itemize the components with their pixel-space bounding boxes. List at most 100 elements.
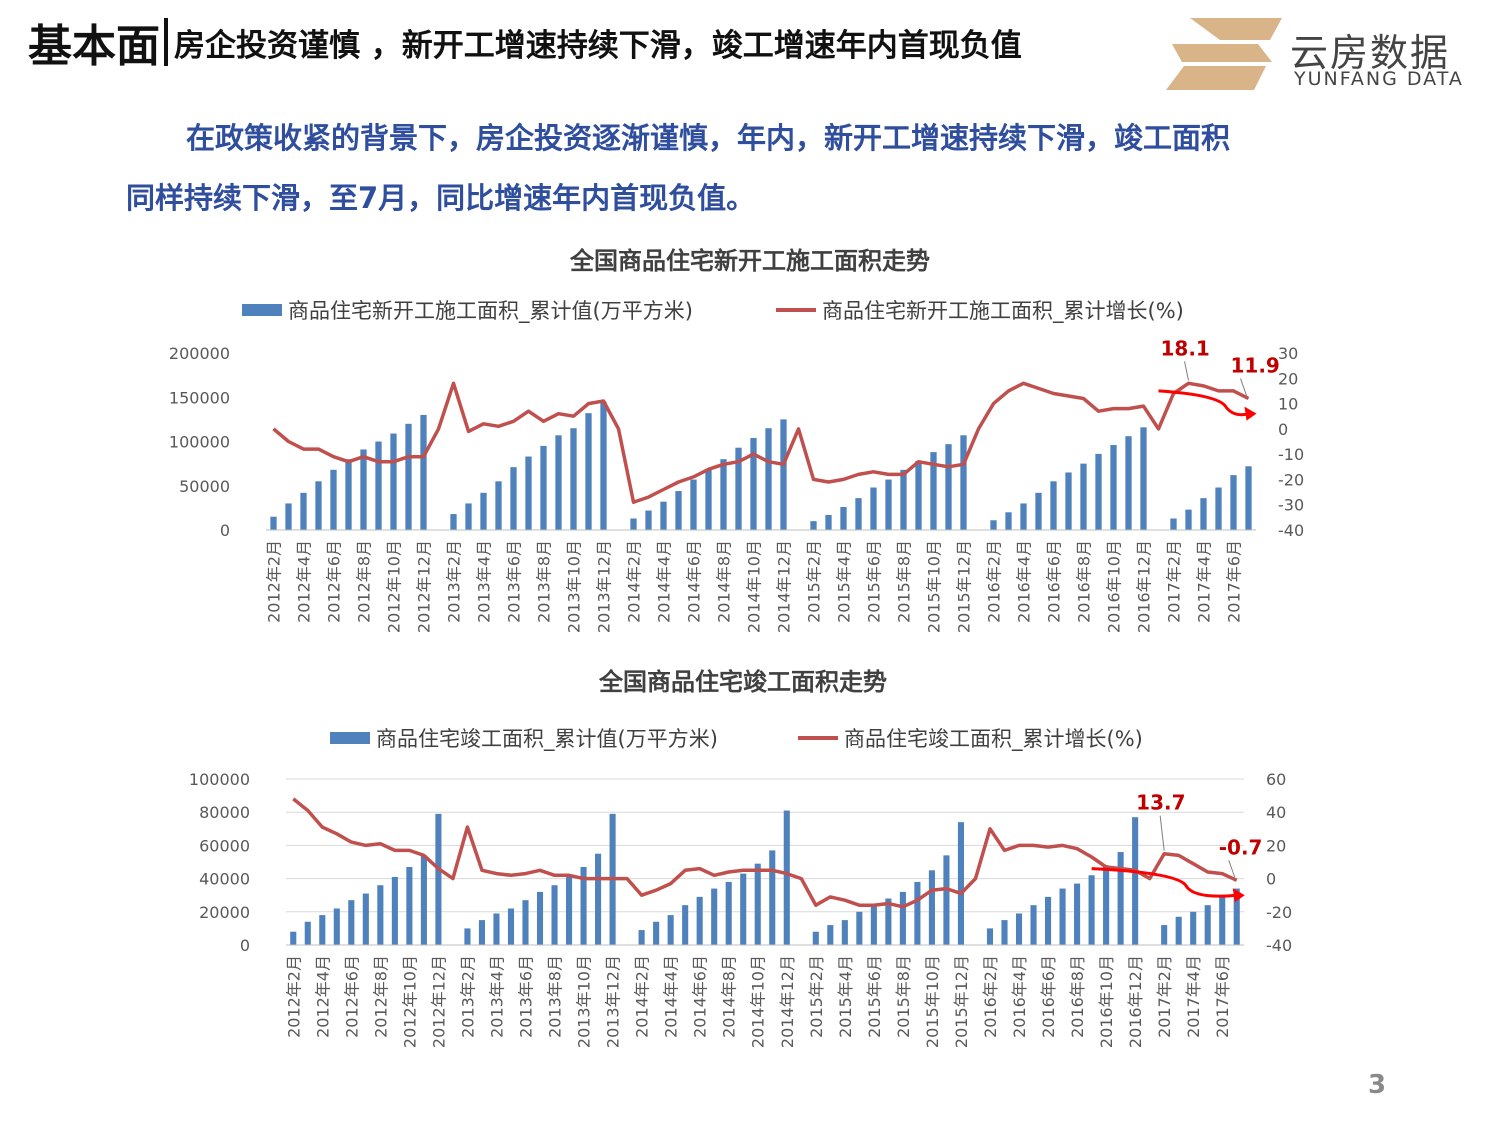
bar <box>1161 925 1168 945</box>
bar <box>711 888 718 945</box>
x-tick-label: 2014年2月 <box>633 955 652 1038</box>
y-tick-label: 0 <box>220 521 230 540</box>
bar <box>943 855 950 945</box>
bar <box>1005 512 1012 530</box>
bar <box>300 492 307 530</box>
bar <box>870 487 877 530</box>
bar <box>682 905 689 945</box>
bar <box>840 506 847 530</box>
trend-arrow <box>1091 867 1237 898</box>
bar <box>1088 875 1095 945</box>
x-tick-label: 2013年4月 <box>487 955 506 1038</box>
bar <box>856 911 863 945</box>
y-tick-label: 0 <box>240 936 250 955</box>
y2-tick-label: 10 <box>1278 395 1298 414</box>
bar <box>870 905 877 945</box>
x-tick-label: 2012年8月 <box>355 540 374 623</box>
x-tick-label: 2013年6月 <box>517 955 536 1038</box>
bar <box>1095 453 1102 530</box>
bar <box>812 931 819 945</box>
bar <box>375 441 382 530</box>
bar <box>319 915 326 945</box>
y2-tick-label: -10 <box>1278 445 1304 464</box>
x-tick-label: 2013年8月 <box>546 955 565 1038</box>
y2-tick-label: 20 <box>1278 369 1298 388</box>
x-tick-label: 2013年4月 <box>475 540 494 623</box>
x-tick-label: 2015年8月 <box>894 955 913 1038</box>
page-header: 基本面 房企投资谨慎 ，新开工增速持续下滑，竣工增速年内首现负值 <box>28 12 1022 72</box>
y2-tick-label: -40 <box>1278 521 1304 540</box>
bar <box>493 913 500 945</box>
x-tick-label: 2015年6月 <box>865 955 884 1038</box>
bar <box>536 891 544 945</box>
x-tick-label: 2012年4月 <box>295 540 314 623</box>
bar <box>345 459 352 530</box>
y2-tick-label: -40 <box>1266 936 1292 955</box>
legend-bar-swatch <box>330 732 370 744</box>
x-tick-label: 2012年10月 <box>385 540 404 633</box>
annotation-leader <box>1159 815 1165 851</box>
bar <box>930 452 937 530</box>
bar <box>377 885 384 945</box>
legend-bar-swatch <box>242 304 282 316</box>
bar <box>667 915 674 945</box>
bar <box>1125 436 1132 530</box>
bar <box>1059 888 1066 945</box>
x-tick-label: 2016年2月 <box>985 540 1004 623</box>
trend-arrow <box>1158 389 1249 417</box>
bar <box>330 469 337 530</box>
y2-tick-label: 40 <box>1266 803 1286 822</box>
x-tick-label: 2015年10月 <box>925 540 944 633</box>
bar <box>435 813 442 945</box>
y2-tick-label: 30 <box>1278 344 1298 363</box>
bar <box>555 435 562 530</box>
page-subtitle: 房企投资谨慎 ，新开工增速持续下滑，竣工增速年内首现负值 <box>174 27 1022 64</box>
bar <box>914 881 921 945</box>
bar <box>675 491 682 530</box>
bar <box>570 428 577 530</box>
logo-name-en: YUNFANG DATA <box>1294 68 1464 90</box>
x-tick-label: 2013年2月 <box>445 540 464 623</box>
bar <box>406 866 413 945</box>
x-tick-label: 2012年6月 <box>342 955 361 1038</box>
bar <box>304 921 311 945</box>
legend-bar-label: 商品住宅竣工面积_累计值(万平方米) <box>376 727 718 752</box>
y2-tick-label: 20 <box>1266 836 1286 855</box>
x-tick-label: 2015年2月 <box>807 955 826 1038</box>
x-tick-label: 2016年6月 <box>1045 540 1064 623</box>
growth-line <box>272 381 1250 504</box>
bar <box>705 469 712 530</box>
x-tick-label: 2012年2月 <box>284 955 303 1038</box>
x-tick-label: 2017年2月 <box>1155 955 1174 1038</box>
x-tick-label: 2012年8月 <box>371 955 390 1038</box>
bar <box>1110 445 1117 530</box>
bar <box>478 920 486 945</box>
bar <box>885 898 892 945</box>
bar <box>1170 518 1177 530</box>
bar <box>1030 905 1037 945</box>
x-tick-label: 2015年4月 <box>836 955 855 1038</box>
bar <box>540 445 547 530</box>
bar <box>565 876 573 945</box>
x-tick-label: 2014年8月 <box>715 540 734 623</box>
bar <box>600 401 607 530</box>
bar <box>450 514 457 530</box>
x-tick-label: 2015年12月 <box>952 955 971 1048</box>
x-tick-label: 2016年4月 <box>1015 540 1034 623</box>
bar <box>1219 895 1226 945</box>
legend-bar-label: 商品住宅新开工施工面积_累计值(万平方米) <box>288 299 693 324</box>
bar <box>780 419 787 530</box>
bar <box>348 900 355 945</box>
y2-tick-label: -20 <box>1278 470 1304 489</box>
bar <box>480 492 487 530</box>
bar <box>551 885 558 945</box>
bar <box>645 510 652 530</box>
x-tick-label: 2017年2月 <box>1165 540 1184 623</box>
bar <box>290 931 297 945</box>
growth-line <box>292 797 1238 909</box>
x-tick-label: 2014年8月 <box>720 955 739 1038</box>
bar <box>1035 492 1042 530</box>
bar <box>315 481 322 530</box>
